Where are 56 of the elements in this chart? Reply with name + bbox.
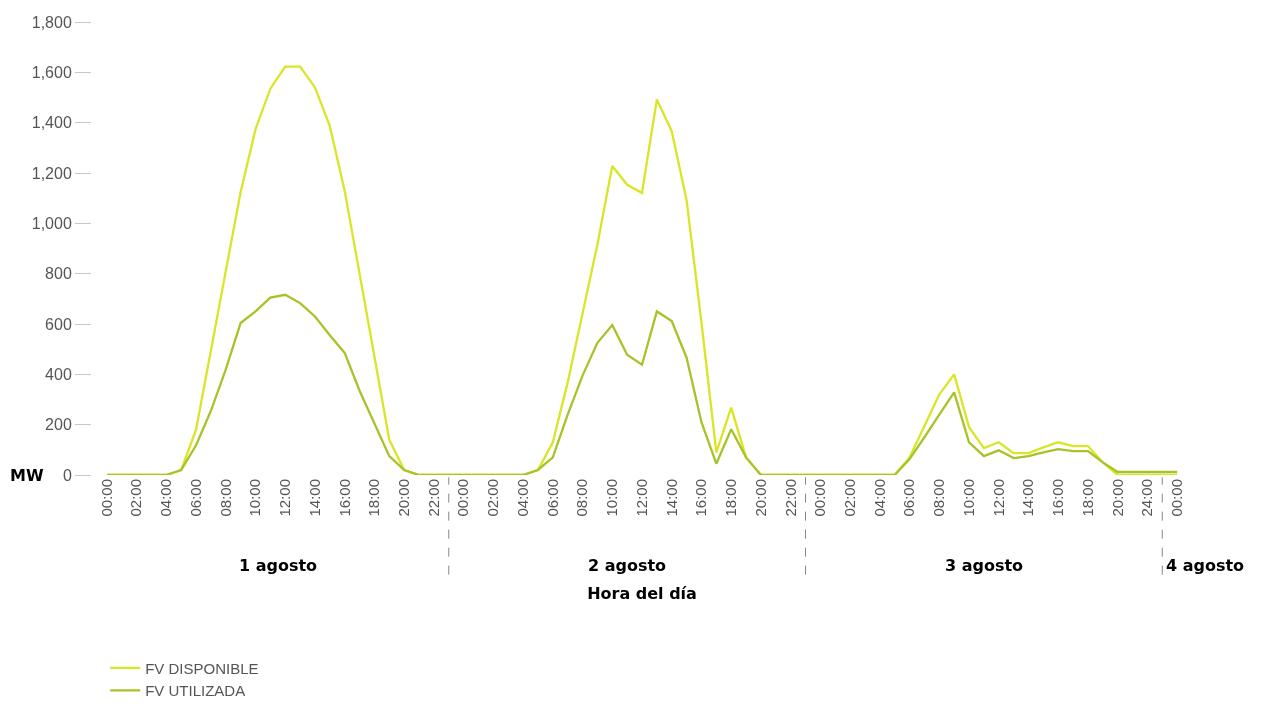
x-axis-title: Hora del día <box>587 584 697 604</box>
x-tick-label: 02:00 <box>127 479 145 517</box>
x-tick-label: 00:00 <box>454 479 472 517</box>
x-tick-label: 18:00 <box>365 479 383 517</box>
y-tick-label: 1,200 <box>31 164 72 182</box>
x-tick-label: 08:00 <box>216 479 234 517</box>
y-tick-label: 200 <box>45 416 72 434</box>
legend-label: FV DISPONIBLE <box>145 659 259 677</box>
legend-label: FV UTILIZADA <box>145 682 246 700</box>
y-tick-label: 1,400 <box>31 114 72 132</box>
x-tick-label: 06:00 <box>900 479 918 517</box>
x-tick-label: 22:00 <box>424 479 442 517</box>
y-tick-label: 1,600 <box>31 63 72 81</box>
x-tick-label: 12:00 <box>276 479 294 517</box>
x-tick-label: 24:00 <box>1138 479 1156 517</box>
x-tick-label: 04:00 <box>513 479 531 517</box>
x-tick-label: 06:00 <box>543 479 561 517</box>
x-tick-label: 20:00 <box>395 479 413 517</box>
x-tick-label: 18:00 <box>722 479 740 517</box>
x-tick-label: 00:00 <box>811 479 829 517</box>
x-tick-label: 00:00 <box>97 479 115 517</box>
x-tick-label: 20:00 <box>1108 479 1126 517</box>
x-tick-label: 12:00 <box>632 479 650 517</box>
y-tick-label: 400 <box>45 365 72 383</box>
x-tick-label: 18:00 <box>1078 479 1096 517</box>
x-tick-label: 00:00 <box>1168 479 1186 517</box>
x-tick-label: 16:00 <box>692 479 710 517</box>
text: 4 agosto <box>1166 556 1245 575</box>
x-tick-label: 10:00 <box>959 479 977 517</box>
x-tick-label: 12:00 <box>989 479 1007 517</box>
x-tick-label: 08:00 <box>930 479 948 517</box>
text: 1 agosto <box>239 556 318 575</box>
x-tick-label: 08:00 <box>573 479 591 517</box>
text: 3 agosto <box>945 556 1024 575</box>
x-tick-label: 04:00 <box>157 479 175 517</box>
line-series <box>105 293 1179 475</box>
x-tick-label: 06:00 <box>186 479 204 517</box>
y-tick-label: 1,000 <box>31 214 72 232</box>
x-tick-label: 04:00 <box>870 479 888 517</box>
x-tick-label: 22:00 <box>781 479 799 517</box>
x-tick-label: 14:00 <box>305 479 323 517</box>
y-tick-label: 1,800 <box>31 13 72 31</box>
y-axis-title: MW <box>10 466 44 485</box>
x-tick-label: 16:00 <box>335 479 353 517</box>
x-tick-label: 20:00 <box>751 479 769 517</box>
x-tick-label: 02:00 <box>484 479 502 517</box>
y-tick-label: 600 <box>45 315 72 333</box>
x-tick-label: 14:00 <box>1019 479 1037 517</box>
x-tick-label: 10:00 <box>246 479 264 517</box>
text: 2 agosto <box>588 556 667 575</box>
y-tick-label: 800 <box>45 265 72 283</box>
x-tick-label: 10:00 <box>603 479 621 517</box>
x-tick-label: 16:00 <box>1049 479 1067 517</box>
x-tick-label: 02:00 <box>840 479 858 517</box>
y-tick-label: 0 <box>62 466 72 484</box>
x-tick-label: 14:00 <box>662 479 680 517</box>
